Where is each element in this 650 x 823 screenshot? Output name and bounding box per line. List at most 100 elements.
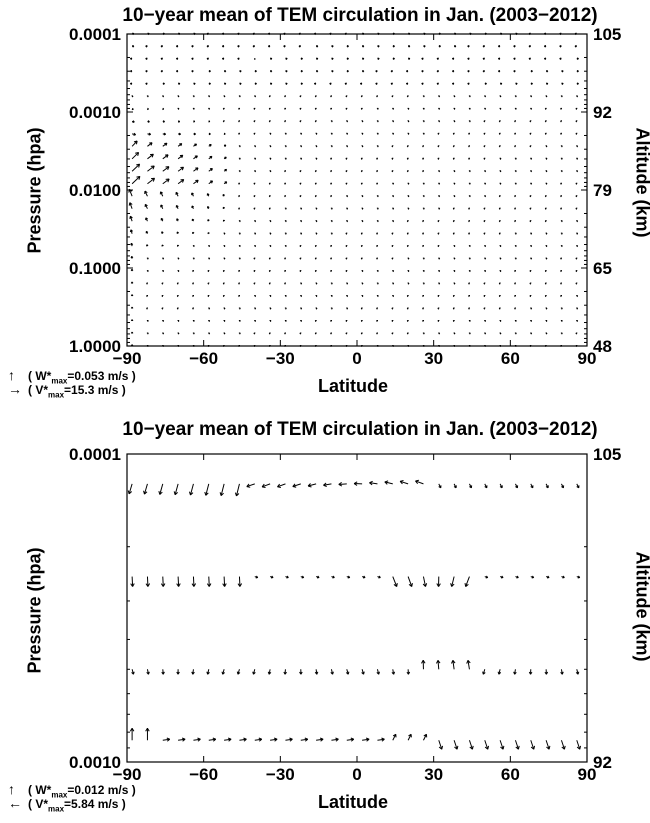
vector-arrow-head — [499, 245, 502, 248]
vector-arrow-head — [544, 270, 547, 273]
vector-arrow-head — [344, 82, 347, 86]
vector-arrow-head — [514, 220, 517, 223]
vector-arrow-head — [268, 195, 271, 198]
vector-arrow — [128, 483, 133, 494]
vector-arrow-head — [514, 295, 517, 298]
vector-arrow — [192, 576, 195, 587]
x-tick-label: −90 — [113, 349, 142, 368]
vector-arrow-head — [191, 205, 195, 209]
vector-arrow-head — [453, 344, 456, 348]
vector-arrow-head — [576, 485, 580, 489]
vector-arrow-head — [360, 257, 363, 260]
vector-arrow-head — [530, 319, 533, 323]
vector-arrow-head — [560, 95, 563, 98]
x-tick-label: 0 — [352, 349, 361, 368]
vector-arrow-head — [422, 270, 425, 273]
y2-tick-label: 105 — [593, 445, 621, 464]
vector-arrow-head — [422, 344, 425, 348]
vector-arrow-head — [314, 195, 317, 198]
vector-arrow-head — [147, 120, 150, 123]
vector-arrow-head — [132, 32, 135, 36]
vector-arrow-head — [284, 245, 287, 248]
vector-arrow-head — [222, 282, 225, 285]
vector-arrow-head — [438, 120, 441, 123]
vector-arrow-head — [376, 207, 379, 210]
vector-arrow-head — [238, 319, 241, 323]
vector-arrow-head — [499, 319, 502, 323]
vector-arrow-head — [438, 32, 441, 36]
vector-arrow-head — [208, 70, 211, 73]
vector-arrow-head — [177, 319, 180, 323]
vector-arrow-head — [314, 170, 317, 173]
vector-arrow — [392, 734, 397, 741]
vector-arrow-head — [377, 57, 380, 61]
vector-arrow-head — [543, 57, 547, 61]
vector-arrow-head — [546, 82, 549, 86]
vector-arrow-head — [273, 737, 278, 742]
vector-arrow-head — [361, 220, 364, 223]
vector-arrow-head — [514, 257, 517, 260]
vector-arrow-head — [151, 177, 156, 182]
vector-arrow — [147, 153, 154, 160]
vector-arrow — [205, 483, 210, 496]
vector-arrow-head — [269, 295, 272, 298]
vector-arrow-head — [254, 220, 257, 223]
vector-arrow-head — [437, 232, 440, 235]
vector-arrow-head — [164, 154, 169, 158]
vector-arrow-head — [300, 282, 303, 285]
vector-arrow-head — [131, 107, 134, 111]
vector-arrow-head — [560, 182, 563, 185]
vector-arrow-head — [284, 295, 287, 298]
vector-arrow-head — [330, 344, 333, 348]
vector-arrow-head — [175, 70, 179, 73]
vector-arrow-head — [208, 307, 211, 310]
vector-arrow-head — [238, 270, 241, 273]
vector-arrow-head — [284, 232, 287, 235]
vector-arrow-head — [146, 671, 150, 675]
vector-arrow-head — [192, 344, 195, 348]
vector-arrow-head — [498, 307, 501, 310]
vector-arrow-head — [194, 155, 198, 159]
vector-arrow-head — [284, 107, 287, 110]
vector-arrow-head — [559, 57, 562, 61]
vector-arrow-head — [191, 671, 195, 675]
vector-arrow-head — [330, 257, 333, 260]
vector-arrow-head — [576, 745, 582, 750]
vector-arrow-head — [451, 659, 456, 664]
vector-arrow-head — [206, 45, 209, 48]
vector-arrow-head — [576, 319, 579, 323]
vector-arrow-head — [284, 157, 287, 160]
vector-arrow-head — [436, 82, 439, 86]
y2-axis-label-2: Altitude (km) — [632, 551, 650, 662]
vector-arrow-head — [315, 220, 318, 223]
vector-arrow-head — [498, 132, 501, 135]
vector-arrow-head — [237, 583, 243, 587]
vector-arrow-head — [316, 45, 319, 48]
vector-arrow-head — [300, 319, 303, 323]
vector-arrow-head — [267, 671, 272, 675]
vector-arrow-head — [299, 107, 302, 110]
vector-arrow-head — [161, 244, 164, 247]
vector-arrow-head — [360, 245, 363, 248]
vector-arrow-head — [437, 245, 440, 248]
vector-arrow-head — [268, 344, 271, 348]
vector-arrow-head — [530, 82, 533, 86]
vector-arrow-head — [450, 583, 455, 587]
vector-arrow-head — [376, 220, 379, 223]
vector-arrow-head — [514, 319, 517, 323]
vector-arrow-head — [268, 282, 271, 285]
vector-arrow-head — [482, 57, 485, 61]
vector-arrow-head — [437, 295, 440, 298]
vector-arrow-head — [484, 95, 487, 98]
vector-arrow-head — [361, 132, 364, 135]
vector-arrow-head — [253, 332, 256, 335]
vector-arrow-head — [438, 270, 441, 273]
legend-w-sub-2: max — [51, 790, 68, 800]
y-tick-label: 0.0010 — [69, 753, 121, 772]
vector-arrow-head — [546, 575, 550, 579]
vector-arrow-head — [514, 95, 517, 98]
vector-arrow-head — [438, 485, 442, 489]
x-tick-label: 90 — [578, 765, 597, 784]
vector-arrow-head — [239, 70, 242, 73]
vector-arrow-head — [545, 257, 548, 260]
